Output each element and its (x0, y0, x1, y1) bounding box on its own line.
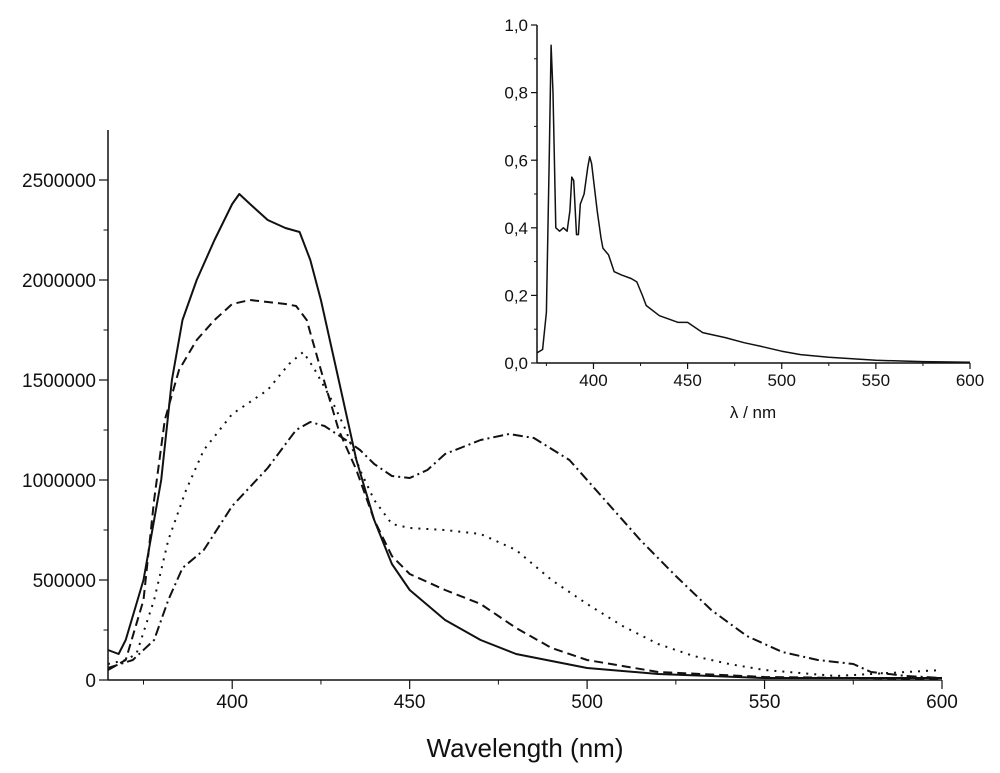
y-tick-label: 0,2 (504, 287, 528, 306)
y-tick-label: 2500000 (22, 171, 96, 192)
x-tick-label: 400 (216, 692, 248, 713)
x-tick-label: 500 (571, 692, 603, 713)
series-line-solid (536, 44, 971, 364)
x-tick-label: 550 (862, 371, 890, 390)
y-tick-label: 0,0 (504, 354, 528, 373)
x-tick-label: 400 (579, 371, 607, 390)
x-tick-label: 600 (926, 692, 958, 713)
y-tick-label: 2000000 (22, 271, 96, 292)
inset-plot: 400 450 500 550 600 0,0 0,2 0,4 0,6 0,8 1,0 (504, 16, 984, 390)
y-tick-label: 0,8 (504, 84, 528, 103)
y-tick-label: 1000000 (22, 471, 96, 492)
y-tick-label: 1,0 (504, 16, 528, 35)
y-tick-label: 1500000 (22, 371, 96, 392)
x-tick-label: 450 (394, 692, 426, 713)
main-x-axis-label: Wavelength (nm) (427, 733, 624, 763)
x-tick-label: 600 (956, 371, 984, 390)
series-line-dash-dot (107, 421, 943, 679)
y-tick-label: 0,4 (504, 219, 528, 238)
series-line-solid (107, 193, 942, 679)
series-line-dashed (107, 299, 943, 680)
x-tick-label: 550 (749, 692, 781, 713)
series-line-dotted (107, 351, 943, 677)
x-tick-label: 500 (768, 371, 796, 390)
main-plot: 400 450 500 550 600 0 500000 1000000 1500000 2000… (22, 130, 958, 713)
inset-x-axis-label: λ / nm (730, 403, 776, 422)
y-tick-label: 500000 (33, 571, 96, 592)
y-tick-label: 0,6 (504, 151, 528, 170)
x-tick-label: 450 (673, 371, 701, 390)
y-tick-label: 0 (85, 671, 96, 692)
